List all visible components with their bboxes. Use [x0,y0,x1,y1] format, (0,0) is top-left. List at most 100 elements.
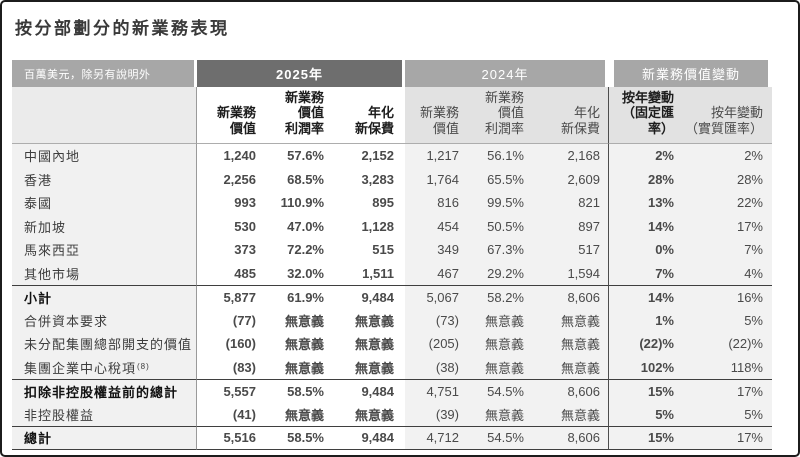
table-row: 泰國 993 110.9% 895 816 99.5% 821 13% 22% [12,191,772,215]
cell-nbv-2024: (39) [405,402,467,426]
page-title: 按分部劃分的新業務表現 [15,19,230,38]
cell-nbv-2024: (73) [405,308,467,332]
cell-change-fixed-rate: 2% [608,144,682,168]
row-label-text: 合併資本要求 [24,313,109,329]
row-label-text: 中國內地 [24,149,81,165]
cell-margin-2025: 72.2% [264,238,332,262]
cell-margin-2025: 110.9% [264,191,332,215]
cell-anp-2024: 2,609 [532,167,608,191]
row-label: 非控股權益 [12,402,197,426]
cell-change-actual-rate: 17% [682,214,772,238]
row-label-text: 扣除非控股權益前的總計 [24,384,179,400]
row-label: 新加坡 [12,214,197,238]
row-label: 馬來西亞 [12,238,197,262]
cell-anp-2024: 517 [532,238,608,262]
cell-change-actual-rate: 22% [682,191,772,215]
subheader-nbv-2025: 新業務 價值 [197,87,264,144]
subheader-anp-2024: 年化 新保費 [532,87,608,144]
table-subheader-row: 新業務 價值 新業務 價值 利潤率 年化 新保費 新業務 價值 新業務 價值 利… [12,87,772,144]
cell-change-actual-rate: 28% [682,167,772,191]
cell-anp-2024: 無意義 [532,355,608,379]
row-label: 小計 [12,285,197,309]
cell-nbv-2024: 1,217 [405,144,467,168]
cell-margin-2024: 56.1% [467,144,532,168]
row-label: 未分配集團總部開支的價值 [12,332,197,356]
column-gap [402,261,405,285]
cell-change-fixed-rate: 1% [608,308,682,332]
cell-margin-2024: 54.5% [467,426,532,450]
cell-change-actual-rate: 17% [682,426,772,450]
subheader-nbv-2024: 新業務 價值 [405,87,467,144]
subheader-change-actual-rate: 按年變動 （實質匯率） [682,87,772,144]
row-label-text: 泰國 [24,196,53,212]
row-label-text: 總計 [24,431,53,447]
table-row: 新加坡 530 47.0% 1,128 454 50.5% 897 14% 17… [12,214,772,238]
row-label: 集團企業中心稅項 (8) [12,355,197,379]
row-label: 總計 [12,426,197,450]
cell-nbv-2024: (38) [405,355,467,379]
column-gap [402,167,405,191]
cell-anp-2024: 2,168 [532,144,608,168]
cell-margin-2024: 無意義 [467,355,532,379]
cell-anp-2025: 9,484 [332,426,402,450]
row-label: 合併資本要求 [12,308,197,332]
column-gap [402,402,405,426]
row-label-text: 小計 [24,290,53,306]
cell-change-actual-rate: 16% [682,285,772,309]
cell-margin-2025: 58.5% [264,426,332,450]
cell-nbv-2025: 5,877 [197,285,264,309]
cell-nbv-2025: 5,516 [197,426,264,450]
cell-margin-2025: 無意義 [264,308,332,332]
cell-change-actual-rate: 5% [682,308,772,332]
cell-anp-2025: 無意義 [332,332,402,356]
table-row: 小計 5,877 61.9% 9,484 5,067 58.2% 8,606 1… [12,285,772,309]
row-label-text: 集團企業中心稅項 [24,360,137,376]
column-gap [402,144,405,168]
cell-nbv-2025: 373 [197,238,264,262]
cell-margin-2025: 47.0% [264,214,332,238]
cell-margin-2024: 54.5% [467,379,532,403]
cell-nbv-2025: 530 [197,214,264,238]
cell-change-fixed-rate: 14% [608,285,682,309]
cell-change-fixed-rate: 15% [608,426,682,450]
cell-nbv-2025: (160) [197,332,264,356]
table-body: 中國內地 1,240 57.6% 2,152 1,217 56.1% 2,168… [12,144,772,450]
cell-change-fixed-rate: 14% [608,214,682,238]
cell-anp-2025: 無意義 [332,308,402,332]
subheader-label-spacer [12,87,197,144]
column-group-2025: 2025年 [197,60,402,87]
cell-anp-2024: 1,594 [532,261,608,285]
column-gap [402,60,405,87]
column-group-nbv-change: 新業務價值變動 [608,60,772,87]
column-gap [402,355,405,379]
cell-anp-2025: 無意義 [332,355,402,379]
cell-nbv-2025: (83) [197,355,264,379]
cell-anp-2024: 無意義 [532,402,608,426]
column-gap [402,214,405,238]
row-label-text: 非控股權益 [24,407,95,423]
cell-anp-2025: 1,511 [332,261,402,285]
cell-anp-2024: 821 [532,191,608,215]
cell-nbv-2025: 485 [197,261,264,285]
cell-nbv-2024: 349 [405,238,467,262]
cell-nbv-2024: 467 [405,261,467,285]
table-row: 未分配集團總部開支的價值 (160) 無意義 無意義 (205) 無意義 無意義… [12,332,772,356]
row-label-text: 馬來西亞 [24,243,81,259]
cell-anp-2025: 無意義 [332,402,402,426]
segment-performance-table: 百萬美元，除另有說明外 2025年 2024年 新業務價值變動 新業務 價值 新… [12,60,772,450]
cell-change-fixed-rate: 7% [608,261,682,285]
cell-anp-2024: 8,606 [532,285,608,309]
row-label-text: 新加坡 [24,219,67,235]
cell-margin-2024: 無意義 [467,402,532,426]
cell-margin-2024: 99.5% [467,191,532,215]
unit-note: 百萬美元，除另有說明外 [12,60,197,87]
cell-margin-2025: 32.0% [264,261,332,285]
cell-anp-2025: 1,128 [332,214,402,238]
cell-change-fixed-rate: 28% [608,167,682,191]
column-gap [402,379,405,403]
table-row: 非控股權益 (41) 無意義 無意義 (39) 無意義 無意義 5% 5% [12,402,772,426]
cell-margin-2025: 無意義 [264,332,332,356]
row-label: 中國內地 [12,144,197,168]
row-label-text: 香港 [24,172,53,188]
cell-nbv-2024: 454 [405,214,467,238]
